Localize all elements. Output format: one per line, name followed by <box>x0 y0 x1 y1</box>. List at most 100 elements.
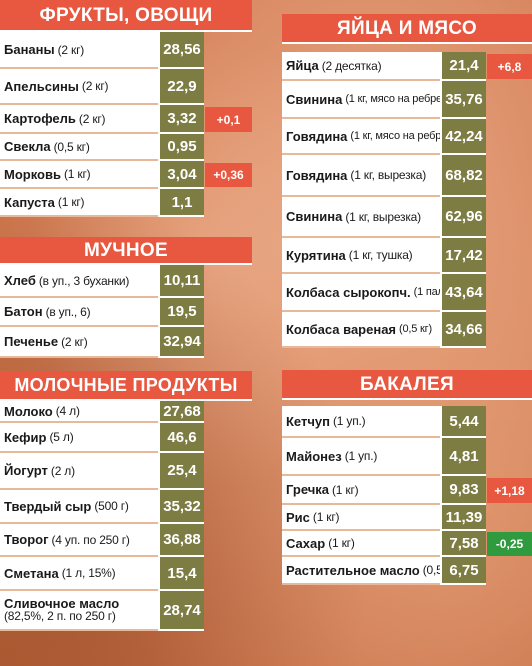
item-qty: (1 кг, вырезка) <box>345 209 421 224</box>
item-price: 28,74 <box>158 591 204 631</box>
list-item: Рис (1 кг) 11,39 <box>282 505 532 531</box>
item-qty: (82,5%, 2 п. по 250 г) <box>4 609 116 623</box>
list-item: Курятина (1 кг, тушка) 17,42 <box>282 238 532 274</box>
item-name: Растительное масло <box>286 562 420 578</box>
section-title-eggs-meat: Яйца и мясо <box>282 14 532 44</box>
item-name: Сахар <box>286 535 326 551</box>
item-qty: (5 л) <box>49 430 74 444</box>
item-price: 27,68 <box>158 401 204 423</box>
item-qty: (0,5 кг) <box>53 139 90 154</box>
item-price: 19,5 <box>158 298 204 327</box>
list-item: Твердый сыр (500 г) 35,32 <box>0 490 252 524</box>
item-qty: (в уп., 3 буханки) <box>38 273 130 288</box>
list-item: Творог (4 уп. по 250 г) 36,88 <box>0 524 252 557</box>
item-price: 34,66 <box>440 312 486 348</box>
list-item: Кефир (5 л) 46,6 <box>0 423 252 453</box>
list-item: Сахар (1 кг) 7,58 -0,25 <box>282 531 532 557</box>
item-qty: (4 л) <box>55 404 80 418</box>
price-change-badge: -0,25 <box>487 532 532 556</box>
item-label: Йогурт (2 л) <box>0 453 158 490</box>
fruits-list: Бананы (2 кг) 28,56 Апельсины (2 кг) 22,9 … <box>0 32 252 217</box>
section-title-fruits: Фрукты, овощи <box>0 0 252 32</box>
item-name: Яйца <box>286 58 319 73</box>
item-label: Сметана (1 л, 15%) <box>0 557 158 591</box>
grocery-list: Кетчуп (1 уп.) 5,44 Майонез (1 уп.) 4,81 Г… <box>282 406 532 585</box>
item-name: Твердый сыр <box>4 498 92 514</box>
item-price: 62,96 <box>440 197 486 238</box>
left-column: Фрукты, овощи Бананы (2 кг) 28,56 Апельси… <box>0 0 252 631</box>
item-qty: (1 кг, мясо на ребре) <box>345 93 440 105</box>
item-label: Бананы (2 кг) <box>0 32 158 69</box>
item-label: Растительное масло(0,5 л) <box>282 557 440 585</box>
item-name: Апельсины <box>4 78 79 94</box>
list-item: Говядина (1 кг, вырезка) 68,82 <box>282 155 532 197</box>
item-name: Сливочное масло <box>4 596 120 611</box>
item-price: 3,04 <box>158 161 204 189</box>
item-qty: (1 кг, тушка) <box>348 248 413 262</box>
item-qty: (4 уп. по 250 г) <box>51 532 130 547</box>
item-price: 21,4 <box>440 52 486 81</box>
item-label: Сливочное масло (82,5%, 2 п. по 250 г) <box>0 591 158 631</box>
item-label: Картофель (2 кг) <box>0 105 158 134</box>
item-label: Говядина (1 кг, вырезка) <box>282 155 440 197</box>
item-name: Майонез <box>286 448 342 464</box>
list-item: Йогурт (2 л) 25,4 <box>0 453 252 490</box>
item-label: Творог (4 уп. по 250 г) <box>0 524 158 557</box>
price-change-badge: +1,18 <box>487 478 532 503</box>
item-name: Капуста <box>4 194 55 210</box>
item-price: 9,83 <box>440 476 486 505</box>
item-label: Курятина (1 кг, тушка) <box>282 238 440 274</box>
item-qty: (1 кг, вырезка) <box>350 168 427 182</box>
item-qty: (2 кг) <box>78 111 106 126</box>
item-label: Яйца (2 десятка) <box>282 52 440 81</box>
item-price: 4,81 <box>440 438 486 476</box>
list-item: Свинина (1 кг, вырезка) 62,96 <box>282 197 532 238</box>
item-label: Молоко (4 л) <box>0 401 158 423</box>
item-name: Колбаса вареная <box>286 321 397 337</box>
item-price: 15,4 <box>158 557 204 591</box>
item-qty: (1 кг, мясо на ребре) <box>350 130 440 142</box>
list-item: Морковь (1 кг) 3,04 +0,36 <box>0 161 252 189</box>
item-name: Молоко <box>4 403 53 419</box>
item-name: Колбаса сырокопч. <box>286 284 411 300</box>
item-price: 5,44 <box>440 406 486 438</box>
item-name: Батон <box>4 304 43 319</box>
list-item: Свинина (1 кг, мясо на ребре) 35,76 <box>282 81 532 119</box>
item-name: Хлеб <box>4 273 36 288</box>
item-qty: (2 кг) <box>61 334 88 349</box>
list-item: Капуста (1 кг) 1,1 <box>0 189 252 217</box>
item-name: Кетчуп <box>286 413 330 429</box>
item-price: 10,11 <box>158 265 204 298</box>
item-qty: (2 кг) <box>57 42 85 57</box>
list-item: Батон (в уп., 6) 19,5 <box>0 298 252 327</box>
list-item: Говядина(1 кг, мясо на ребре) 42,24 <box>282 119 532 155</box>
item-name: Рис <box>286 509 310 525</box>
item-price: 3,32 <box>158 105 204 134</box>
item-price: 7,58 <box>440 531 486 557</box>
item-price: 11,39 <box>440 505 486 531</box>
item-price: 35,32 <box>158 490 204 524</box>
price-change-badge: +6,8 <box>487 54 532 79</box>
item-price: 0,95 <box>158 134 204 161</box>
item-name: Картофель <box>4 111 76 126</box>
list-item: Молоко (4 л) 27,68 <box>0 401 252 423</box>
item-name: Свекла <box>4 139 51 154</box>
item-label: Свинина (1 кг, мясо на ребре) <box>282 81 440 119</box>
list-item: Свекла (0,5 кг) 0,95 <box>0 134 252 161</box>
item-qty: (2 кг) <box>81 79 109 93</box>
item-label: Апельсины (2 кг) <box>0 69 158 105</box>
item-price: 1,1 <box>158 189 204 217</box>
list-item: Гречка (1 кг) 9,83 +1,18 <box>282 476 532 505</box>
list-item: Кетчуп (1 уп.) 5,44 <box>282 406 532 438</box>
item-name: Творог <box>4 532 49 547</box>
dairy-list: Молоко (4 л) 27,68 Кефир (5 л) 46,6 Йогурт… <box>0 401 252 631</box>
item-price: 68,82 <box>440 155 486 197</box>
item-name: Курятина <box>286 247 346 263</box>
item-qty: (1 кг) <box>57 195 85 209</box>
item-qty: (1 кг) <box>63 167 91 181</box>
right-column: Яйца и мясо Яйца (2 десятка) 21,4 +6,8 Св… <box>282 14 532 585</box>
list-item: Картофель (2 кг) 3,32 +0,1 <box>0 105 252 134</box>
item-label: Батон (в уп., 6) <box>0 298 158 327</box>
list-item: Сметана (1 л, 15%) 15,4 <box>0 557 252 591</box>
list-item: Печенье (2 кг) 32,94 <box>0 327 252 358</box>
